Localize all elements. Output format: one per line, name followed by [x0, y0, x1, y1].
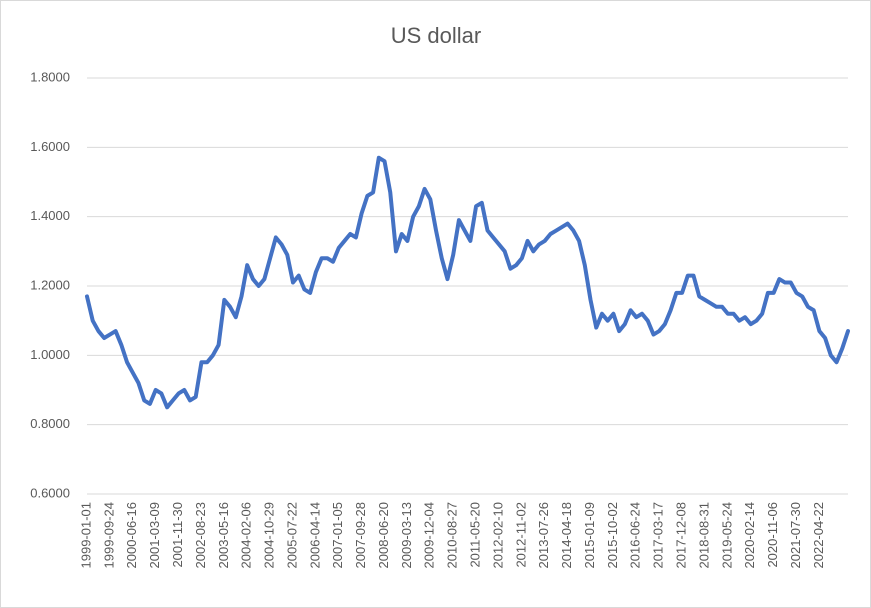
x-tick-label: 2018-08-31	[696, 502, 711, 569]
x-tick-label: 2012-11-02	[513, 502, 528, 568]
x-tick-label: 2002-08-23	[193, 502, 208, 569]
y-tick-label: 1.2000	[30, 277, 70, 292]
x-tick-label: 1999-09-24	[101, 502, 116, 569]
x-tick-label: 2007-09-28	[353, 502, 368, 569]
x-tick-label: 2013-07-26	[536, 502, 551, 569]
x-tick-label: 2007-01-05	[330, 502, 345, 569]
x-tick-label: 2021-07-30	[788, 502, 803, 569]
x-tick-label: 2015-10-02	[605, 502, 620, 569]
x-tick-label: 2017-03-17	[651, 502, 666, 569]
x-tick-label: 2019-05-24	[719, 502, 734, 569]
x-tick-label: 2022-04-22	[811, 502, 826, 569]
y-tick-label: 1.6000	[30, 139, 70, 154]
x-tick-label: 2000-06-16	[124, 502, 139, 569]
x-tick-label: 2004-10-29	[262, 502, 277, 569]
x-tick-label: 2015-01-09	[582, 502, 597, 569]
x-tick-label: 2001-03-09	[147, 502, 162, 569]
x-tick-label: 2016-06-24	[628, 502, 643, 569]
y-tick-label: 1.8000	[30, 69, 70, 84]
y-tick-label: 0.6000	[30, 485, 70, 500]
x-tick-label: 2001-11-30	[170, 502, 185, 568]
x-tick-label: 2012-02-10	[490, 502, 505, 569]
x-tick-label: 2003-05-16	[216, 502, 231, 569]
x-tick-label: 2020-11-06	[765, 502, 780, 568]
y-tick-label: 1.0000	[30, 347, 70, 362]
x-tick-label: 2010-08-27	[445, 502, 460, 569]
x-tick-label: 1999-01-01	[78, 502, 93, 569]
x-tick-label: 2017-12-08	[674, 502, 689, 569]
x-tick-label: 2004-02-06	[239, 502, 254, 569]
x-tick-label: 2009-12-04	[422, 502, 437, 569]
x-tick-label: 2009-03-13	[399, 502, 414, 569]
x-tick-label: 2006-04-14	[307, 502, 322, 569]
x-tick-label: 2008-06-20	[376, 502, 391, 569]
y-tick-label: 0.8000	[30, 416, 70, 431]
x-tick-label: 2005-07-22	[284, 502, 299, 569]
x-tick-label: 2014-04-18	[559, 502, 574, 569]
x-tick-label: 2020-02-14	[742, 502, 757, 569]
x-tick-label: 2011-05-20	[468, 502, 483, 568]
chart-title: US dollar	[391, 23, 481, 48]
data-line	[85, 155, 850, 410]
y-tick-label: 1.4000	[30, 208, 70, 223]
